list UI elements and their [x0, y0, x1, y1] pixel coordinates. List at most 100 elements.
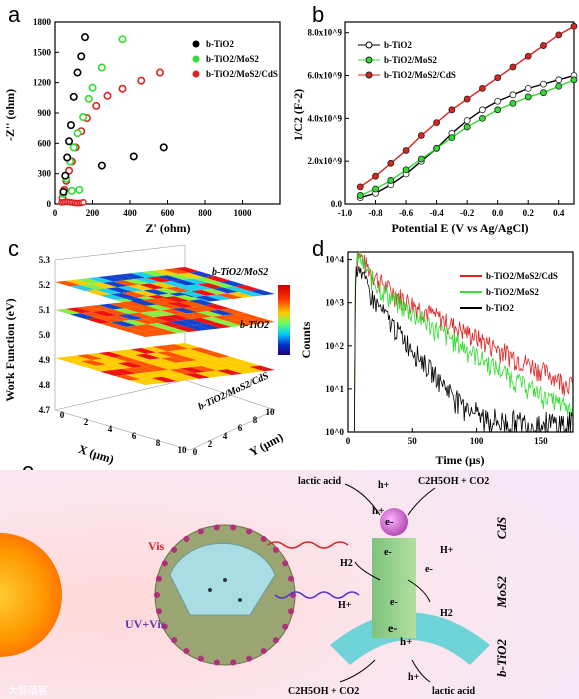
c-ztick-label: 4.9	[39, 355, 51, 365]
layer-cell-top	[216, 293, 243, 299]
layer-cell-mid	[249, 317, 275, 324]
layer-cell-mid	[140, 330, 167, 336]
layer-cell-mid	[113, 308, 140, 314]
layer-cell-mid	[136, 324, 163, 330]
panel-d-chart: 10^0 10^1 10^2 10^3 10^4 0 50 100 150 Counts Tim…	[299, 251, 574, 467]
c-xtick-label: 2	[84, 417, 89, 427]
layer-cell-mid	[158, 321, 185, 328]
a-point	[61, 171, 70, 180]
panel-d-ylabel: Counts	[299, 321, 313, 358]
label-e-cds: e-	[385, 516, 394, 528]
layer-cell-mid	[150, 310, 176, 316]
layer-cell-mid	[169, 320, 195, 327]
sphere-dot	[213, 659, 220, 666]
b-xtick-label: -1.0	[338, 208, 353, 218]
sphere-dot	[282, 560, 289, 567]
b-point	[540, 89, 547, 97]
layer-cell-top	[98, 275, 125, 282]
b-xtick-label: -0.2	[460, 208, 475, 218]
layer-cell-bottom	[65, 355, 92, 362]
layer-cell-top	[106, 287, 133, 293]
a-point	[84, 94, 93, 103]
layer-cell-bottom	[201, 364, 228, 371]
mos2-bar	[372, 538, 416, 638]
layer-cell-bottom	[100, 370, 126, 376]
legend-a-marker-1	[192, 40, 200, 48]
layer-cell-bottom	[171, 355, 198, 362]
layer-cell-mid	[85, 317, 111, 324]
layer-cell-mid	[162, 327, 189, 334]
layer-cell-mid	[180, 319, 206, 325]
sun-icon	[0, 533, 62, 657]
watermark-text: 大部落客	[8, 684, 48, 697]
label-hplus-right: H+	[440, 545, 454, 556]
layer-cell-bottom	[150, 358, 176, 364]
vis-light-wave	[267, 541, 349, 549]
layer-cell-top	[120, 273, 146, 279]
layer-cell-mid	[70, 313, 96, 319]
layer-cell-mid	[165, 314, 191, 321]
panel-d-legend: b-TiO2/MoS2/CdS b-TiO2/MoS2 b-TiO2	[460, 271, 558, 313]
label-h2-left: H2	[340, 558, 353, 569]
c-ytick-label: 0	[193, 447, 198, 457]
sphere-dot	[246, 528, 253, 535]
layer-cell-bottom	[136, 372, 163, 378]
layer-cell-mid	[143, 317, 170, 323]
layer-cell-bottom	[223, 362, 250, 368]
b-point	[387, 159, 395, 167]
label-e-mos-1: e-	[384, 547, 392, 558]
b-point	[524, 84, 532, 92]
panel-a-xlabel: Z' (ohm)	[146, 221, 191, 235]
layer-cell-top	[109, 274, 135, 281]
layer-cell-mid	[212, 315, 239, 322]
a-point	[79, 113, 88, 122]
b-point	[463, 95, 471, 103]
a-point	[97, 63, 106, 72]
legend-d-2: b-TiO2/MoS2	[486, 287, 539, 297]
label-h-tio2: h+	[400, 636, 412, 648]
c-xtick-label: 8	[156, 438, 161, 448]
a-ytick-label: 0	[47, 199, 52, 209]
layer-cell-mid	[174, 295, 200, 301]
d-ytick-label: 10^0	[325, 427, 344, 437]
layer-cell-mid	[197, 311, 224, 317]
d-ytick-label: 10^2	[325, 341, 344, 351]
layer-cell-mid	[87, 305, 114, 311]
a-point	[88, 83, 97, 92]
a-point	[73, 68, 82, 77]
panel-d-xlabel: Time (μs)	[436, 453, 485, 467]
a-xtick-label: 800	[198, 208, 212, 218]
legend-b-marker-2	[365, 56, 373, 64]
d-ytick-label: 10^4	[325, 255, 344, 265]
layer-label-1: b-TiO2/MoS2	[212, 267, 268, 278]
a-point	[103, 91, 112, 100]
layer-cell-bottom	[204, 352, 230, 358]
layer-cell-bottom	[249, 365, 275, 372]
a-point	[118, 84, 127, 93]
label-e-mos-2: e-	[390, 597, 398, 608]
layer-cell-bottom	[128, 360, 155, 367]
layer-cell-mid	[178, 300, 205, 307]
layer-cell-mid	[151, 328, 178, 335]
layer-cell-mid	[135, 305, 161, 312]
layer-cell-mid	[132, 318, 159, 325]
layer-cell-bottom	[195, 371, 221, 378]
a-ytick-label: 900	[38, 108, 52, 118]
b-point	[402, 147, 410, 154]
layer-cell-mid	[160, 309, 187, 315]
d-xtick-label: 100	[470, 436, 484, 446]
sphere-dot	[288, 575, 295, 582]
layer-cell-mid	[145, 304, 172, 311]
sphere-dot	[155, 608, 162, 615]
layer-cell-top	[80, 284, 107, 290]
layer-cell-mid	[100, 322, 126, 328]
layer-cell-bottom	[212, 363, 239, 370]
layer-cell-top	[156, 275, 183, 281]
layer-cell-top	[193, 277, 220, 283]
c-ztick-label: 5.3	[39, 255, 51, 265]
layer-cell-bottom	[85, 365, 111, 372]
b-point	[478, 106, 486, 114]
layer-cell-bottom	[117, 362, 144, 368]
layer-cell-mid	[124, 307, 150, 313]
b-point	[555, 31, 563, 39]
